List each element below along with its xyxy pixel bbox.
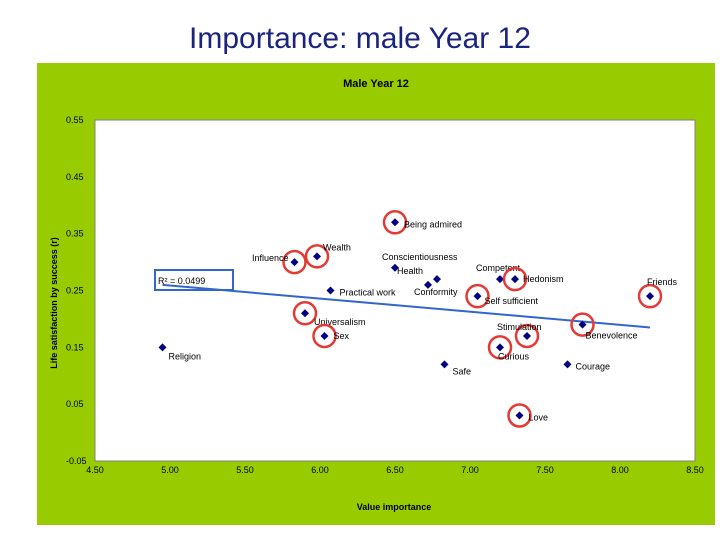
highlight-circle [507,403,532,428]
data-point: Being admired [382,210,462,235]
diamond-marker [391,218,399,227]
diamond-marker [391,263,399,272]
data-point: Self sufficient [465,283,539,309]
point-label: Practical work [340,288,397,298]
chart-title: Male Year 12 [343,78,409,90]
point-label: Universalism [314,317,366,327]
y-tick-label: 0.35 [66,229,84,239]
highlight-circle [570,312,595,337]
point-label: Courage [576,361,611,371]
x-tick-label: 6.00 [311,465,329,475]
y-axis-title: Life satisfaction by success (r) [49,237,59,369]
r2-label: R² = 0.0499 [158,276,205,286]
chart-frame: Male Year 12 Value importance Life satis… [37,63,715,525]
point-label: Religion [169,351,202,361]
point-label: Curious [498,351,530,361]
point-label: Influence [252,253,289,263]
diamond-marker [496,275,504,284]
diamond-marker [646,292,654,301]
diamond-marker [578,320,587,329]
data-point: Curious [487,335,530,361]
data-point: Sex [312,323,350,349]
y-tick-label: -0.05 [66,456,87,466]
diamond-marker [290,258,299,267]
x-tick-label: 5.00 [161,465,179,475]
y-tick-label: 0.25 [66,286,84,296]
highlight-circle [382,210,408,235]
data-point: Safe [440,360,472,376]
diamond-marker [320,331,329,340]
data-point: Religion [158,343,202,361]
data-point: Friends [637,277,678,309]
y-tick-label: 0.05 [66,399,84,409]
diamond-marker [158,343,167,352]
point-label: Stimulation [497,322,542,332]
point-label: Friends [647,277,678,287]
scatter-chart: Male Year 12 Value importance Life satis… [49,78,704,512]
diamond-marker [326,286,335,295]
data-point: Conformity [414,280,458,297]
x-tick-label: 7.50 [536,465,554,475]
point-label: Conformity [414,287,458,297]
highlight-circle [282,249,307,275]
highlight-circle [502,266,528,292]
point-label: Benevolence [586,331,638,341]
point-label: Health [397,266,423,276]
x-tick-label: 7.00 [461,465,479,475]
data-point: Competent [476,263,521,284]
data-point: Universalism [292,300,366,327]
highlight-circle [487,335,513,360]
diamond-marker [511,275,519,284]
point-label: Wealth [323,242,351,252]
point-label: Love [529,413,549,423]
slide-title: Importance: male Year 12 [189,22,531,55]
data-point: Practical work [326,286,397,298]
highlight-circle [465,283,490,309]
x-axis-title: Value importance [357,502,432,512]
diamond-marker [563,360,572,369]
point-label: Conscientiousness [382,252,458,262]
r2-box-border [154,269,234,291]
data-point: Conscientiousness [382,252,458,272]
y-tick-label: 0.15 [66,342,84,352]
data-point: Influence [252,249,307,275]
diamond-marker [313,252,321,261]
point-label: Being admired [404,219,462,229]
x-tick-label: 5.50 [236,465,254,475]
highlight-circle [292,300,318,326]
data-point: Love [507,403,549,428]
point-label: Self sufficient [485,296,539,306]
point-label: Safe [453,366,472,376]
diamond-marker [424,280,432,289]
data-point: Health [397,266,441,284]
point-label: Hedonism [523,274,564,284]
diamond-marker [433,275,441,284]
data-point: Stimulation [497,322,542,349]
diamond-marker [440,360,449,369]
highlight-circle [312,323,337,349]
data-point: Courage [563,360,611,371]
data-point: Hedonism [502,266,564,292]
diamond-marker [515,411,524,420]
data-point: Wealth [304,242,351,269]
data-point: Benevolence [570,312,638,341]
x-tick-label: 4.50 [86,465,104,475]
highlight-circle [514,323,540,349]
diamond-marker [301,309,309,318]
x-tick-label: 6.50 [386,465,404,475]
highlight-circle [637,283,663,309]
y-tick-label: 0.55 [66,115,84,125]
point-label: Competent [476,263,521,273]
y-tick-label: 0.45 [66,172,84,182]
diamond-marker [473,292,482,301]
x-tick-label: 8.50 [686,465,704,475]
highlight-circle [304,244,330,269]
point-label: Sex [334,331,350,341]
diamond-marker [523,331,531,340]
x-tick-label: 8.00 [611,465,629,475]
r2-box: R² = 0.0499 [154,269,234,291]
diamond-marker [496,343,504,352]
trendline [162,283,651,329]
